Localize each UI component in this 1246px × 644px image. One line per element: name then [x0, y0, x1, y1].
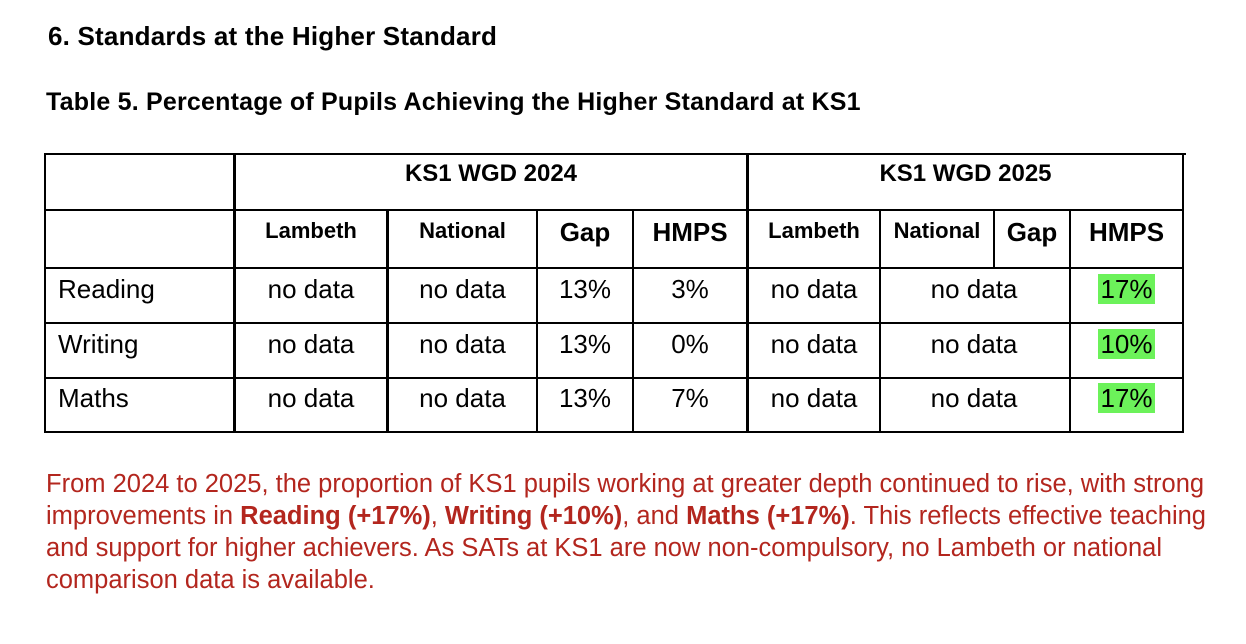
summary-paragraph: From 2024 to 2025, the proportion of KS1…: [46, 468, 1216, 596]
col-line-2025: [746, 153, 749, 433]
col-header-lambeth-2025: Lambeth: [768, 218, 860, 243]
section-heading: 6. Standards at the Higher Standard: [48, 21, 498, 51]
summary-reading: Reading (+17%): [240, 502, 431, 530]
lambeth-2025-cell: no data: [770, 329, 858, 359]
gap-2024-cell: 13%: [558, 274, 612, 304]
col-header-national-2024: National: [419, 218, 506, 243]
row-line-4: [44, 377, 1184, 379]
group-header-2024: KS1 WGD 2024: [404, 160, 578, 187]
subject-cell: Maths: [58, 383, 129, 413]
table-title: Table 5. Percentage of Pupils Achieving …: [46, 88, 861, 116]
summary-sep-1: ,: [430, 502, 445, 530]
summary-sep-2: , and: [622, 502, 687, 530]
subject-cell: Writing: [58, 329, 139, 359]
col-header-national-2025: National: [893, 218, 981, 243]
table-border-bottom: [44, 431, 1184, 433]
summary-writing: Writing (+10%): [444, 502, 623, 530]
lambeth-2024-cell: no data: [267, 329, 355, 359]
col-line-subject: [233, 153, 236, 433]
lambeth-2024-cell: no data: [267, 383, 355, 413]
row-line-1: [44, 209, 1184, 211]
col-header-gap-2024: Gap: [559, 217, 611, 247]
lambeth-2025-cell: no data: [770, 274, 858, 304]
col-line-national-2024: [386, 209, 389, 433]
hmps-2025-highlight: 17%: [1098, 383, 1155, 413]
col-header-lambeth-2024: Lambeth: [265, 218, 357, 243]
col-line-gap-2025: [993, 209, 995, 269]
lambeth-2024-cell: no data: [267, 274, 355, 304]
summary-text-1: From 2024 to 2025, the proportion of KS1…: [46, 470, 1205, 530]
row-line-2: [44, 267, 1184, 269]
col-header-hmps-2025: HMPS: [1088, 217, 1165, 247]
national-2024-cell: no data: [419, 383, 506, 413]
national-2024-cell: no data: [419, 329, 506, 359]
row-line-3: [44, 322, 1184, 324]
summary-maths: Maths (+17%): [686, 502, 850, 530]
national-2025-cell: no data: [930, 329, 1018, 359]
table-border-top: [44, 153, 1186, 155]
table-border-right-lower: [1182, 269, 1184, 433]
col-line-hmps-2025: [1069, 209, 1071, 433]
hmps-2025-highlight: 10%: [1098, 329, 1155, 359]
col-line-hmps-2024: [632, 209, 634, 433]
table-border-left: [44, 153, 46, 433]
hmps-2025-cell: 17%: [1071, 274, 1182, 305]
col-header-hmps-2024: HMPS: [652, 217, 728, 247]
hmps-2024-cell: 3%: [671, 274, 709, 304]
subject-cell: Reading: [58, 274, 155, 304]
summary-text-2: . This reflects effective teaching and s…: [46, 502, 1206, 594]
national-2024-cell: no data: [419, 274, 506, 304]
col-line-national-2025: [879, 209, 881, 433]
hmps-2025-cell: 10%: [1071, 329, 1182, 360]
col-line-gap-2024: [536, 209, 538, 433]
table-border-right-upper: [1182, 153, 1184, 269]
hmps-2024-cell: 0%: [671, 329, 709, 359]
hmps-2024-cell: 7%: [671, 383, 709, 413]
hmps-2025-cell: 17%: [1071, 383, 1182, 414]
gap-2024-cell: 13%: [558, 383, 612, 413]
gap-2024-cell: 13%: [558, 329, 612, 359]
col-header-gap-2025: Gap: [1006, 217, 1058, 247]
hmps-2025-highlight: 17%: [1098, 274, 1155, 304]
national-2025-cell: no data: [930, 383, 1018, 413]
national-2025-cell: no data: [930, 274, 1018, 304]
lambeth-2025-cell: no data: [770, 383, 858, 413]
group-header-2025: KS1 WGD 2025: [879, 160, 1052, 187]
